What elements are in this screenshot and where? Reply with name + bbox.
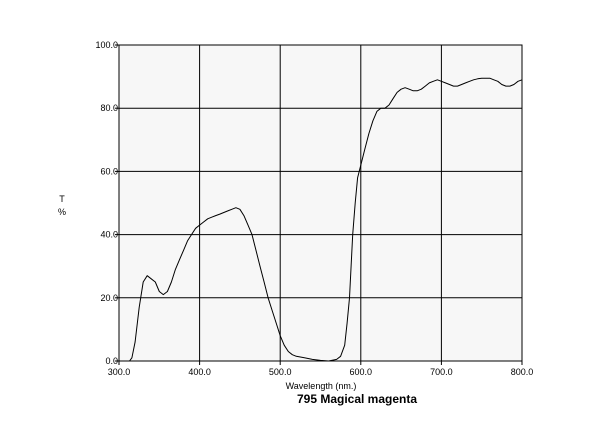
tick-labels: 300.0 400.0 500.0 600.0 700.0 800.0 0.0 20.0 40.… (95, 40, 533, 377)
series-lines (129, 77, 523, 362)
x-tick-label: 500.0 (269, 367, 292, 377)
x-tick-label: 700.0 (430, 367, 453, 377)
x-tick-label: 800.0 (511, 367, 534, 377)
x-tick-label: 300.0 (108, 367, 131, 377)
y-tick-label: 60.0 (100, 166, 118, 176)
y-axis-label-line1: T (59, 194, 65, 204)
grid (119, 45, 522, 361)
plot-frame (118, 44, 523, 362)
y-tick-label: 80.0 (100, 103, 118, 113)
plot-area (119, 45, 522, 361)
chart-title: 795 Magical magenta (297, 392, 417, 406)
y-tick-label: 40.0 (100, 230, 118, 240)
x-tick-label: 400.0 (188, 367, 211, 377)
x-axis-label: Wavelength (nm.) (286, 381, 357, 391)
y-axis-label-line2: % (58, 207, 66, 217)
x-tick-label: 600.0 (350, 367, 373, 377)
y-tick-label: 0.0 (105, 356, 118, 366)
y-tick-label: 20.0 (100, 293, 118, 303)
transmission-curve (129, 77, 523, 362)
y-tick-label: 100.0 (95, 40, 118, 50)
